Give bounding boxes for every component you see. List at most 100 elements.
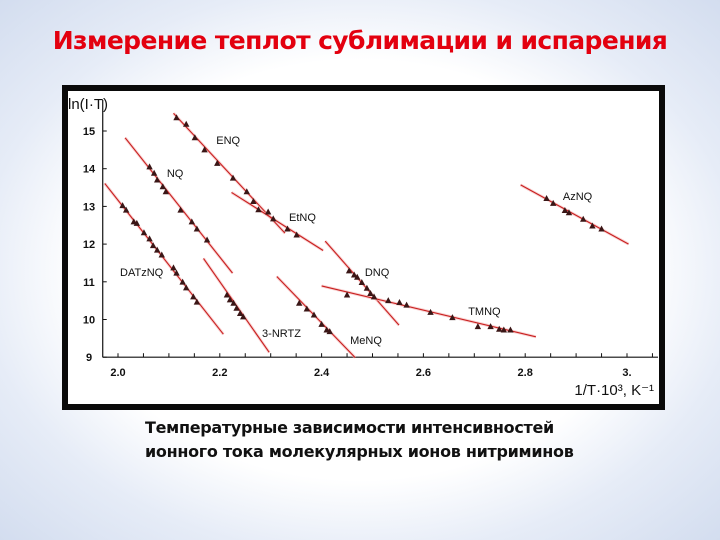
data-point-tmnq [474, 323, 482, 330]
chart-border [62, 85, 665, 410]
data-point-nq [162, 188, 170, 195]
data-point-tmnq [385, 297, 392, 304]
data-point-nq [177, 206, 184, 213]
data-point-tmnq [427, 308, 434, 315]
data-point-etnq [264, 208, 272, 215]
series-label-datznq: DATzNQ [120, 267, 164, 279]
x-tick-label: 2.2 [212, 367, 227, 379]
caption-line-2: ионного тока молекулярных ионов нитримин… [145, 442, 574, 461]
data-point-enq [191, 134, 199, 141]
data-point-etnq [284, 225, 291, 232]
slide-title: Измерение теплот сублимации и испарения [52, 26, 668, 55]
data-point-nq [159, 183, 166, 190]
data-point-dnq [363, 284, 371, 291]
data-point-menq [318, 320, 325, 327]
data-point-dnq [358, 279, 366, 286]
x-axis-label: 1/T·10³, K⁻¹ [574, 382, 654, 399]
data-point-dnq [350, 271, 358, 278]
data-point-datznq [122, 206, 130, 213]
caption-line-1: Температурные зависимости интенсивностей [145, 418, 554, 437]
data-point-dnq [354, 273, 361, 280]
y-tick-label: 15 [83, 126, 95, 138]
x-tick-label: 2.4 [314, 367, 330, 379]
data-point-nq [188, 218, 196, 225]
x-tick-label: 2.6 [416, 367, 431, 379]
data-point-enq [214, 159, 221, 166]
data-point-aznq [565, 209, 573, 216]
data-point-3-nrtz [240, 313, 247, 320]
data-point-tmnq [487, 323, 494, 330]
y-tick-label: 12 [83, 239, 95, 251]
data-point-3-nrtz [226, 296, 234, 303]
data-point-enq [201, 146, 208, 153]
data-point-aznq [543, 194, 550, 201]
data-point-aznq [580, 215, 587, 222]
data-point-menq [326, 328, 333, 335]
data-point-enq [183, 120, 190, 127]
data-point-datznq [140, 229, 148, 236]
data-point-tmnq [496, 325, 503, 332]
data-point-aznq [598, 225, 605, 232]
data-point-nq [193, 225, 201, 232]
y-tick-label: 10 [83, 315, 95, 327]
data-point-tmnq [343, 291, 351, 298]
fit-line-nq [124, 137, 233, 274]
y-tick-label: 14 [83, 164, 96, 176]
data-point-etnq [270, 215, 277, 222]
data-point-enq [250, 197, 257, 204]
data-point-menq [303, 305, 311, 312]
data-point-dnq [370, 293, 378, 300]
data-point-datznq [153, 246, 161, 253]
data-point-etnq [293, 231, 300, 238]
slide-caption: Температурные зависимости интенсивностей… [145, 416, 574, 464]
x-tick-label: 2.8 [518, 367, 533, 379]
chart-frame: 2.0 2.2 2.4 2.6 2.8 3. 9 10 11 12 13 14 15 ENQ EtNQ NQ… [62, 85, 665, 410]
data-points [119, 114, 605, 335]
data-point-enq [243, 188, 250, 195]
series-label-enq: ENQ [216, 135, 240, 147]
data-point-nq [203, 236, 211, 243]
series-labels: ENQ EtNQ NQ DATzNQ 3-NRTZ MeNQ DNQ TMNQ AzNQ [120, 135, 593, 347]
data-point-dnq [367, 289, 374, 296]
y-tick-label: 9 [86, 352, 92, 364]
data-point-datznq [179, 278, 186, 285]
data-point-enq [173, 114, 180, 121]
series-label-nq: NQ [167, 168, 184, 180]
data-point-menq [310, 311, 318, 318]
data-point-datznq [119, 202, 126, 209]
series-label-aznq: AzNQ [563, 191, 593, 203]
y-tick-label: 13 [83, 201, 95, 213]
data-point-tmnq [449, 314, 456, 321]
data-point-dnq [345, 267, 353, 274]
data-point-datznq [173, 269, 180, 276]
series-label-etnq: EtNQ [289, 212, 316, 224]
data-point-datznq [149, 242, 157, 249]
data-point-enq [255, 206, 262, 213]
data-point-tmnq [507, 326, 514, 333]
data-point-3-nrtz [236, 309, 244, 316]
data-point-aznq [561, 207, 569, 214]
series-label-3-nrtz: 3-NRTZ [262, 328, 301, 340]
data-point-datznq [133, 219, 141, 226]
data-point-datznq [193, 298, 201, 305]
data-point-nq [153, 176, 161, 183]
data-point-enq [229, 174, 237, 181]
x-tick-label: 3. [622, 367, 631, 379]
x-tick-label: 2.0 [110, 367, 125, 379]
fit-line-datznq [104, 183, 224, 335]
data-point-aznq [589, 222, 596, 229]
data-point-tmnq [500, 326, 508, 333]
data-point-nq [146, 163, 153, 170]
data-point-3-nrtz [233, 304, 240, 311]
data-point-menq [296, 299, 303, 306]
data-point-3-nrtz [230, 299, 237, 306]
series-label-tmnq: TMNQ [468, 306, 501, 318]
chart-svg: 2.0 2.2 2.4 2.6 2.8 3. 9 10 11 12 13 14 15 ENQ EtNQ NQ… [62, 85, 665, 410]
data-point-tmnq [396, 299, 403, 306]
axes: 2.0 2.2 2.4 2.6 2.8 3. 9 10 11 12 13 14 15 [83, 100, 658, 379]
data-point-datznq [190, 293, 197, 300]
data-point-3-nrtz [223, 291, 231, 298]
data-point-datznq [158, 251, 165, 258]
series-label-dnq: DNQ [365, 267, 390, 279]
data-point-tmnq [403, 301, 410, 308]
